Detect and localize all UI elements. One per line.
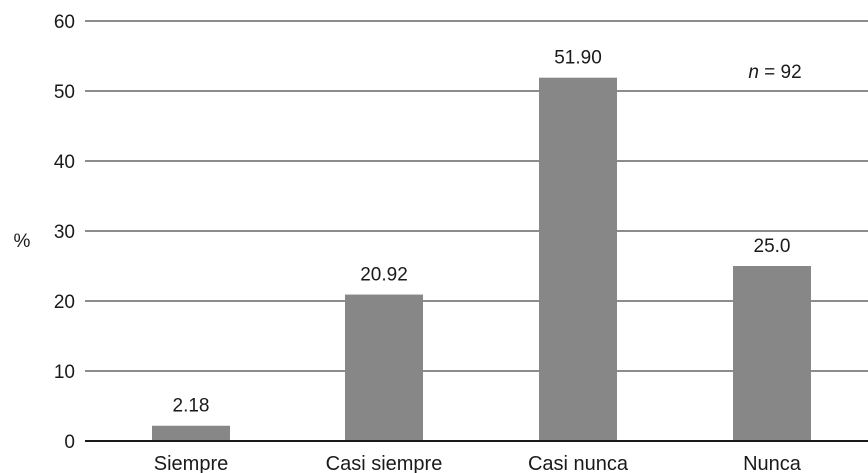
data-label: 25.0: [754, 236, 791, 257]
y-tick-label: 50: [54, 82, 75, 103]
x-tick-label: Nunca: [743, 453, 802, 473]
bar-siempre: [152, 425, 230, 441]
bar-nunca: [733, 266, 811, 441]
y-tick-label: 10: [54, 362, 75, 383]
y-axis-label: %: [14, 231, 31, 252]
data-labels: 2.18 20.92 51.90 25.0: [173, 48, 791, 417]
y-tick-label: 20: [54, 292, 75, 313]
x-tick-label: Casi siempre: [326, 453, 443, 473]
bars: [152, 77, 811, 441]
sample-size-annotation: n = 92: [748, 62, 801, 83]
data-label: 51.90: [554, 48, 602, 69]
y-tick-label: 40: [54, 152, 75, 173]
sample-size-value: = 92: [759, 62, 802, 83]
y-tick-label: 60: [54, 12, 75, 33]
x-axis-ticks: Siempre Casi siempre Casi nunca Nunca: [154, 453, 802, 473]
data-label: 20.92: [360, 265, 408, 286]
x-tick-label: Siempre: [154, 453, 228, 473]
bar-casi-nunca: [539, 77, 617, 441]
y-tick-label: 0: [64, 432, 75, 453]
y-tick-label: 30: [54, 222, 75, 243]
bar-casi-siempre: [345, 294, 423, 441]
x-tick-label: Casi nunca: [528, 453, 629, 473]
data-label: 2.18: [173, 396, 210, 417]
y-axis-ticks: 0 10 20 30 40 50 60: [54, 12, 75, 453]
sample-size-symbol: n: [748, 62, 759, 83]
